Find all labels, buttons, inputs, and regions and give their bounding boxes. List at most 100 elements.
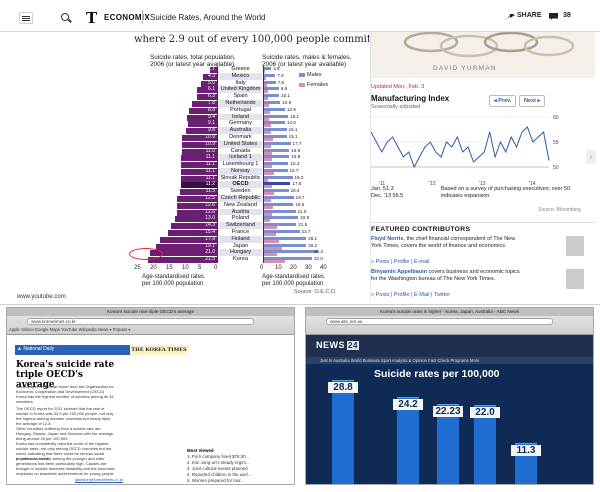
note-text: Based on a survey of purchasing executiv… xyxy=(441,186,571,199)
male-value-label: 28.1 xyxy=(308,235,318,241)
comment-count[interactable]: 38 xyxy=(563,12,571,19)
list-item[interactable]: 5. Women prepared for tour... xyxy=(187,478,245,483)
male-value-label: 15.7 xyxy=(289,167,299,173)
female-bar xyxy=(264,178,268,182)
window-title: Korea's suicide rate triple OECD's avera… xyxy=(106,309,195,314)
video-bar-label: 11.3 xyxy=(511,445,541,457)
total-bar-row: 9.4 xyxy=(137,114,217,121)
female-bar xyxy=(264,185,272,189)
tab-strip[interactable] xyxy=(7,308,294,316)
video-bar-label: 28.8 xyxy=(328,382,358,394)
total-value-label: 17.9 xyxy=(205,235,215,242)
total-value-label: 15.4 xyxy=(205,229,215,236)
male-bar xyxy=(264,128,287,132)
male-value-label: 21.5 xyxy=(298,222,308,228)
contributor-norris: Floyd Norris, the chief financial corres… xyxy=(371,236,516,249)
kt-nav-links[interactable]: ▲ National Daily xyxy=(17,346,55,352)
country-label: New Zealand xyxy=(224,201,257,208)
male-bar xyxy=(264,168,288,172)
bookmarks-bar[interactable]: Apple Yahoo! Google Maps YouTube Wikiped… xyxy=(9,327,131,332)
left-axis-caption: Age-standardised rates per 100,000 popul… xyxy=(142,274,205,287)
female-bar xyxy=(264,253,277,257)
country-label: Switzerland xyxy=(219,222,262,230)
total-value-label: 9.1 xyxy=(208,120,215,127)
url-bar[interactable]: www.koreatimes.co.kr xyxy=(27,318,254,325)
jewelry-advertisement[interactable]: DAVID YURMAN xyxy=(371,32,595,78)
x-tick-label: '12 xyxy=(429,181,436,187)
female-bar xyxy=(264,219,270,223)
male-value-label: 32.0 xyxy=(314,256,323,262)
total-value-label: 19.1 xyxy=(205,242,215,249)
male-bar xyxy=(264,243,307,247)
list-item[interactable]: 1. Porn company fined $76,00... xyxy=(187,454,250,459)
right-chart-title: Suicide rates, males & females, 2006 (or… xyxy=(262,54,352,68)
female-bar xyxy=(264,165,272,169)
section-name[interactable]: ECONOMIX xyxy=(104,13,150,22)
tab-strip[interactable] xyxy=(306,308,593,316)
video-bar-label: 22.0 xyxy=(470,406,500,418)
next-article-arrow[interactable]: › xyxy=(586,150,596,164)
total-bar: 11.1 xyxy=(181,154,217,162)
menu-icon[interactable] xyxy=(19,12,33,24)
total-bar: 15.4 xyxy=(167,229,217,237)
prev-button[interactable]: ◂ Prev. xyxy=(489,95,517,107)
contributor-links[interactable]: » Posts | Profile | E-mail xyxy=(371,259,430,265)
url-bar[interactable]: www.abc.net.au xyxy=(326,318,553,325)
search-icon[interactable] xyxy=(61,13,69,21)
bookmarks-bar[interactable] xyxy=(308,327,591,333)
male-bar xyxy=(264,175,293,179)
male-bar xyxy=(264,67,272,70)
contributor-name[interactable]: Binyamin Appelbaum xyxy=(371,269,428,275)
male-bar xyxy=(264,216,299,220)
male-value-label: 10.1 xyxy=(281,93,291,99)
total-bar: 14.3 xyxy=(171,222,217,230)
video-bar-label: 22.23 xyxy=(433,405,463,417)
total-value-label: 8.8 xyxy=(208,106,215,113)
total-bar-row: 9.8 xyxy=(137,127,217,135)
country-label: Slovak Republic xyxy=(220,174,261,181)
nyt-logo[interactable]: T xyxy=(86,9,98,27)
contributor-links[interactable]: » Posts | Profile | E-Mail | Twitter xyxy=(371,292,451,298)
total-value-label: 21.5 xyxy=(205,256,215,263)
updated-date: Updated Mon., Feb. 3 xyxy=(371,84,425,90)
female-bar xyxy=(264,124,271,128)
total-bar-row: 12.6 xyxy=(137,209,217,216)
male-value-label: 28.2 xyxy=(308,242,318,248)
total-bar: 5.0 xyxy=(201,80,217,87)
total-bar: 21.5 xyxy=(148,256,217,264)
kt-logo[interactable]: THE KOREA TIMES xyxy=(130,345,188,355)
share-icon[interactable] xyxy=(506,14,515,21)
comment-icon[interactable] xyxy=(549,13,558,20)
total-bar: 10.9 xyxy=(182,134,217,141)
kt-author-email[interactable]: jakeshin@koreatimes.co.kr xyxy=(75,477,124,482)
male-bar xyxy=(264,155,290,159)
nyt-header-bar: T ECONOMIX Suicide Rates, Around the Wor… xyxy=(0,0,600,32)
country-label: Luxembourg 1 xyxy=(222,161,259,168)
ad-brand: DAVID YURMAN xyxy=(433,65,497,72)
total-bar: 4.3 xyxy=(203,73,217,80)
news-nav[interactable]: Just In Australia World Business Sport A… xyxy=(306,357,593,364)
male-value-label: 4.8 xyxy=(273,66,280,71)
share-button[interactable]: SHARE xyxy=(517,12,542,19)
y-tick-label: 60 xyxy=(553,115,559,121)
female-bar xyxy=(264,212,273,216)
total-bar: 8.8 xyxy=(188,106,217,114)
contributor-name[interactable]: Floyd Norris xyxy=(371,236,404,242)
right-axis-tick: 20 xyxy=(290,265,297,271)
male-bar xyxy=(264,107,285,111)
korea-times-browser-window: Korea's suicide rate triple OECD's avera… xyxy=(6,307,295,485)
male-bar xyxy=(264,134,287,138)
most-viewed-heading: Most Viewed xyxy=(187,448,214,453)
male-bar xyxy=(264,189,289,193)
logo-tag: 24 xyxy=(347,341,359,350)
list-item[interactable]: 3. Joint cultural events planned xyxy=(187,466,248,471)
list-item[interactable]: 4. Reported children in the worl... xyxy=(187,472,252,477)
next-button[interactable]: Next ▸ xyxy=(519,95,546,107)
female-bar xyxy=(264,97,269,101)
list-item[interactable]: 2. Kim Jong-un's steady regim... xyxy=(187,460,250,465)
male-bar xyxy=(264,202,294,206)
country-label: Greece xyxy=(231,66,250,72)
news-logo[interactable]: NEWS 24 xyxy=(316,340,359,350)
note-row-jan: Jan. 51.3 xyxy=(371,186,394,192)
